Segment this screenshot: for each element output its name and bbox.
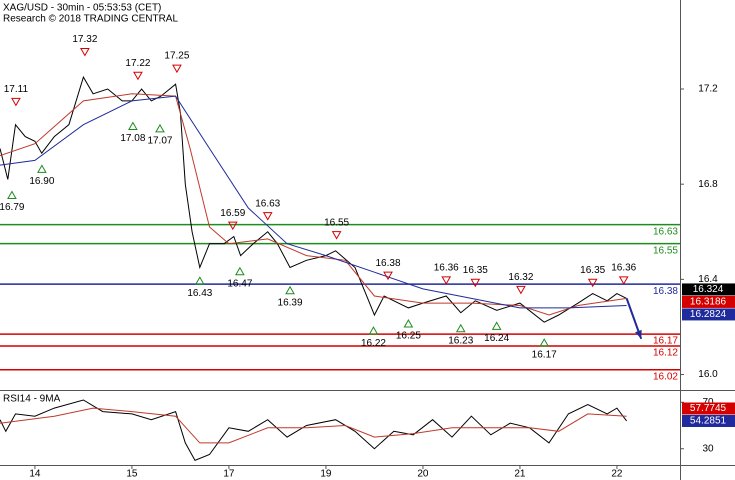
peak-marker (80, 47, 90, 57)
last-value-label: 16.324 (693, 284, 724, 295)
peak-marker (11, 97, 21, 107)
peak-label: 16.32 (508, 272, 533, 283)
level-label: 16.55 (653, 245, 678, 256)
x-tick-label: 22 (611, 469, 623, 480)
trough-marker (37, 164, 47, 173)
trough-label: 16.79 (0, 202, 25, 213)
level-label: 16.17 (653, 336, 678, 347)
trough-label: 16.22 (361, 338, 386, 349)
last-value-label: 16.3186 (690, 297, 727, 308)
trough-label: 16.47 (227, 278, 252, 289)
trough-label: 16.24 (484, 333, 509, 344)
y-tick-label: 16.8 (698, 179, 718, 190)
last-value-label: 16.2824 (690, 309, 727, 320)
y-tick-label: 70 (702, 397, 714, 408)
peak-label: 16.63 (255, 198, 280, 209)
peak-marker (587, 278, 598, 288)
trough-marker (539, 338, 550, 347)
trough-marker (368, 326, 379, 335)
peak-marker (172, 64, 182, 74)
chart-title: XAG/USD - 30min - 05:53:53 (CET) (3, 3, 161, 14)
trough-label: 16.25 (396, 331, 421, 342)
trough-label: 16.90 (29, 176, 54, 187)
peak-marker (441, 276, 452, 285)
x-tick-label: 19 (320, 469, 332, 480)
y-tick-label: 16.0 (698, 369, 718, 380)
peak-marker (470, 278, 481, 288)
last-value-box (682, 414, 735, 427)
last-value-label: 57.7745 (690, 403, 727, 414)
peak-marker (618, 276, 629, 285)
trough-label: 16.43 (187, 288, 212, 299)
trough-label: 16.17 (532, 350, 557, 361)
level-label: 16.63 (653, 226, 678, 237)
peak-label: 16.35 (580, 265, 605, 276)
peak-label: 17.25 (164, 51, 189, 62)
x-tick-label: 15 (126, 469, 138, 480)
level-label: 16.02 (653, 371, 678, 382)
peak-label: 16.35 (463, 265, 488, 276)
peak-marker (262, 212, 273, 221)
series-line (0, 399, 627, 462)
peak-label: 16.36 (434, 263, 459, 274)
x-tick-label: 14 (29, 469, 41, 480)
trough-label: 17.08 (120, 133, 145, 144)
x-tick-label: 20 (417, 469, 429, 480)
peak-marker (516, 285, 526, 295)
peak-label: 16.36 (611, 263, 636, 274)
trough-marker (155, 123, 165, 133)
x-tick-label: 17 (223, 469, 235, 480)
peak-marker (331, 231, 342, 240)
trough-marker (128, 121, 138, 131)
last-value-box (682, 295, 735, 308)
chart-subtitle: Research © 2018 TRADING CENTRAL (3, 14, 178, 25)
trough-marker (403, 319, 414, 328)
y-tick-label: 30 (702, 443, 714, 454)
peak-label: 16.59 (220, 208, 245, 219)
trough-marker (194, 276, 205, 285)
level-label: 16.38 (653, 286, 678, 297)
last-value-box (682, 308, 735, 321)
indicator-title: RSI14 - 9MA (3, 394, 61, 405)
peak-marker (227, 221, 238, 231)
trough-label: 16.39 (278, 297, 303, 308)
peak-label: 16.55 (324, 217, 349, 228)
last-value-box (682, 402, 735, 415)
series-line (0, 75, 627, 323)
trough-label: 16.23 (448, 335, 473, 346)
series-line (0, 407, 627, 444)
trough-marker (7, 190, 17, 200)
y-tick-label: 17.2 (698, 84, 718, 95)
peak-marker (133, 71, 143, 81)
trough-label: 17.07 (147, 136, 172, 147)
peak-label: 16.38 (376, 258, 401, 269)
y-tick-label: 16.4 (698, 274, 718, 285)
peak-marker (383, 271, 393, 281)
trough-marker (235, 266, 245, 276)
trough-marker (491, 321, 502, 330)
level-label: 16.12 (653, 348, 678, 359)
peak-label: 17.22 (125, 58, 150, 69)
x-tick-label: 21 (514, 469, 526, 480)
last-value-box (682, 283, 735, 296)
trough-marker (455, 323, 466, 333)
last-value-label: 54.2851 (690, 416, 727, 427)
series-line (0, 93, 627, 316)
series-line (0, 95, 627, 309)
trough-marker (285, 285, 295, 295)
forecast-arrowhead (635, 329, 642, 339)
peak-label: 17.32 (72, 34, 97, 45)
peak-label: 17.11 (4, 84, 29, 95)
